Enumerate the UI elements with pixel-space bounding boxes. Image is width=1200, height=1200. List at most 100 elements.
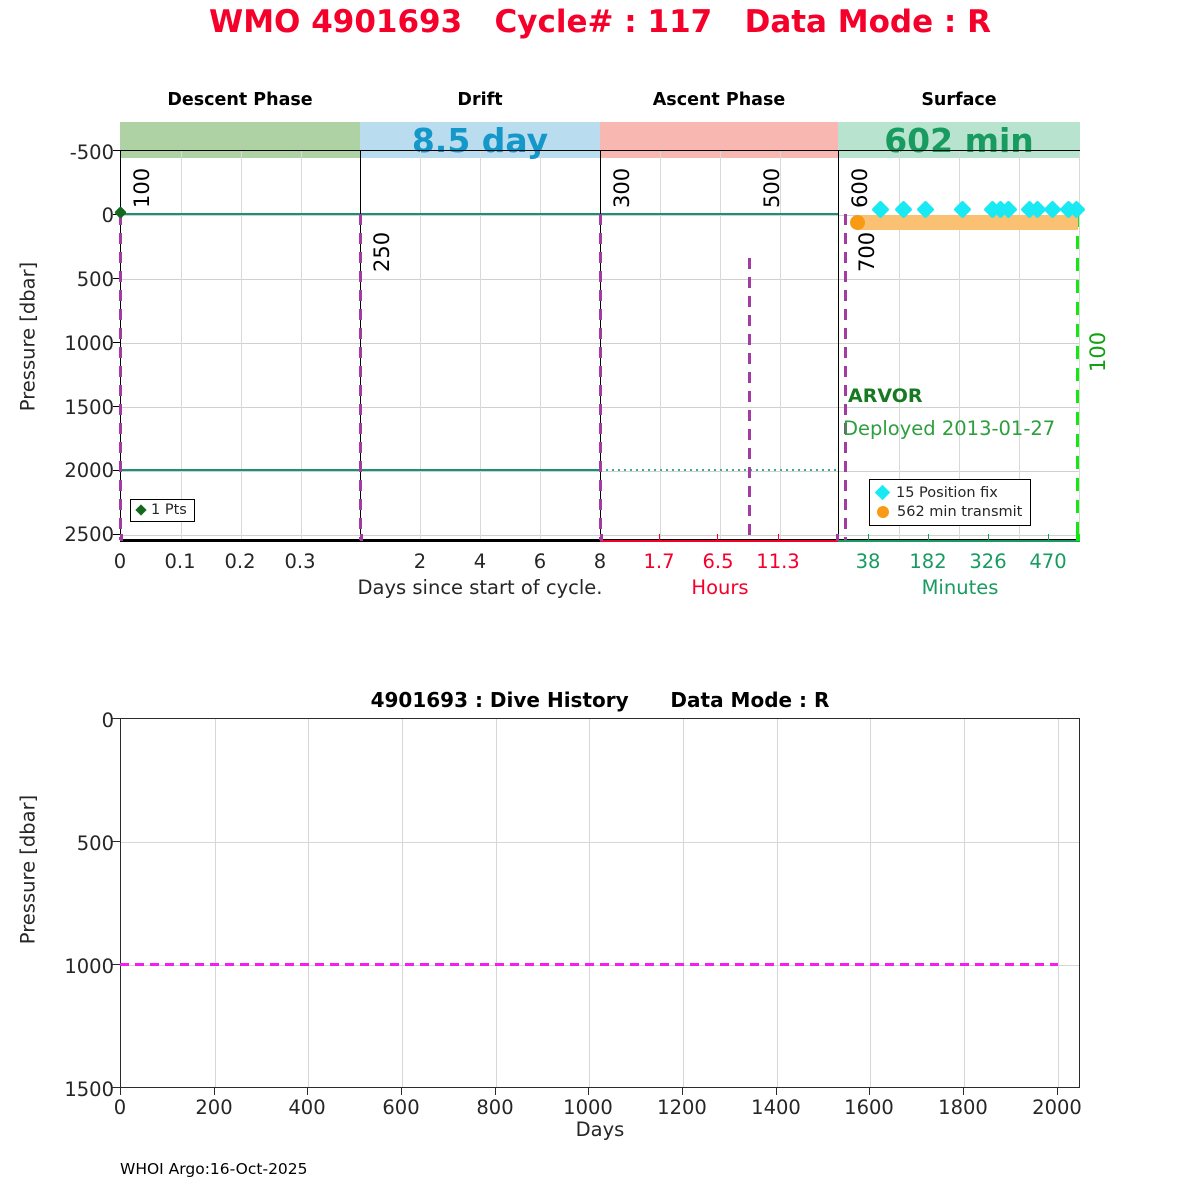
minutes-tick [928,534,929,541]
days-tick [120,534,123,541]
cycle-timeline-panel: Descent Phase Drift Ascent Phase Surface… [17,90,1111,599]
bottom-xtick-label: 1600 [844,1096,894,1119]
bottom-xtick-mark [869,1088,870,1095]
bottom-xtick-label: 600 [382,1096,420,1119]
event-marker-line-500 [748,258,751,540]
top-ytick-mark [113,342,121,343]
surface-duration-label: 602 min [884,120,1034,160]
bottom-ytick-mark [112,718,120,719]
profile-points-legend-label: 1 Pts [151,502,187,518]
page-title: WMO 4901693 Cycle# : 117 Data Mode : R [209,4,991,40]
top-ytick-mark [113,406,121,407]
hours-tick [778,534,779,541]
minutes-tick-label: 38 [855,550,881,573]
bottom-xtick-mark [776,1088,777,1095]
days-tick-label: 0 [113,550,127,573]
gridline [308,719,309,1087]
top-ytick-label: 2500 [64,523,114,546]
phase-band-descent [120,122,360,158]
footer-text: WHOI Argo:16-Oct-2025 [120,1160,308,1178]
bottom-xtick-mark [963,1088,964,1095]
legend-row-transmit: 562 min transmit [877,502,1022,521]
bottom-ytick-mark [112,841,120,842]
bottom-xtick-mark [1057,1088,1058,1095]
hours-tick [717,534,718,541]
gridline [480,151,481,539]
legend-row-position-fix: 15 Position fix [874,483,1022,502]
gridline [660,151,661,539]
surface-legend: 15 Position fix 562 min transmit [869,479,1032,526]
hours-axis-caption: Hours [691,576,749,599]
deployment-date-label: Deployed 2013-01-27 [843,417,1056,440]
bottom-ytick-label: 1000 [64,955,114,978]
bottom-xtick-label: 1800 [938,1096,988,1119]
bottom-x-axis-label: Days [575,1118,625,1141]
dive-history-plot-area [120,718,1080,1088]
hours-tick-label: 11.3 [756,550,800,573]
event-label-700: 700 [855,231,879,272]
gridline [540,151,541,539]
gridline [964,719,965,1087]
surface-pressure-line [120,213,838,215]
transmit-legend-label: 562 min transmit [897,503,1023,520]
gridline [121,842,1079,843]
days-tick-label: 0.1 [164,550,196,573]
bottom-xtick-mark [495,1088,496,1095]
profile-point-icon [135,504,147,516]
gridline [420,151,421,539]
hours-tick [659,534,660,541]
bottom-ytick-mark [112,1087,120,1088]
event-label-250: 250 [370,231,394,272]
bottom-xtick-label: 2000 [1032,1096,1082,1119]
top-ytick-label: -500 [69,141,114,164]
bottom-ytick-label: 0 [101,709,114,732]
hours-tick [836,534,839,541]
phase-title-surface: Surface [921,90,997,110]
gridline [496,719,497,1087]
top-ytick-mark [113,150,121,151]
bottom-xtick-mark [214,1088,215,1095]
top-ytick-mark [113,470,121,471]
bottom-xtick-label: 200 [195,1096,233,1119]
event-marker-line-250 [359,214,362,540]
days-tick-label: 0.2 [224,550,256,573]
transmit-duration-bar [856,215,1078,230]
bottom-ytick-mark [112,964,120,965]
bottom-xtick-label: 1400 [751,1096,801,1119]
event-axis-line [838,150,839,540]
drift-tick-label: 2 [413,550,427,573]
bottom-xtick-mark [401,1088,402,1095]
minutes-tick [1048,534,1049,541]
event-label-300: 300 [610,167,634,208]
transmit-start-marker [850,215,865,230]
minutes-tick [988,534,989,541]
phase-title-descent: Descent Phase [167,90,313,110]
float-type-label: ARVOR [848,385,923,407]
minutes-tick [868,534,869,541]
bottom-ytick-label: 500 [76,832,114,855]
event-label-100: 100 [130,167,154,208]
park-pressure-series [120,963,1058,966]
gridline [959,151,960,539]
phase-band-ascent [600,122,838,158]
gridline [241,151,242,539]
gridline [777,719,778,1087]
minutes-tick-label: 182 [909,550,947,573]
hours-tick-label: 6.5 [702,550,734,573]
surface-end-line [1076,214,1079,540]
bottom-xtick-mark [588,1088,589,1095]
gridline [1019,151,1020,539]
bottom-xtick-label: 800 [476,1096,514,1119]
days-tick [360,534,363,541]
minutes-axis-line [838,540,1080,542]
phase-title-drift: Drift [457,90,503,110]
top-ytick-label: 1500 [64,396,114,419]
dive-history-title: 4901693 : Dive History Data Mode : R [370,688,830,712]
top-ytick-mark [113,534,121,535]
bottom-xtick-mark [120,1088,121,1095]
event-marker-line-600-700 [844,214,847,540]
profile-points-legend: 1 Pts [130,499,195,522]
bottom-xtick-label: 0 [113,1096,127,1119]
bottom-xtick-label: 1200 [657,1096,707,1119]
top-ytick-label: 500 [76,268,114,291]
